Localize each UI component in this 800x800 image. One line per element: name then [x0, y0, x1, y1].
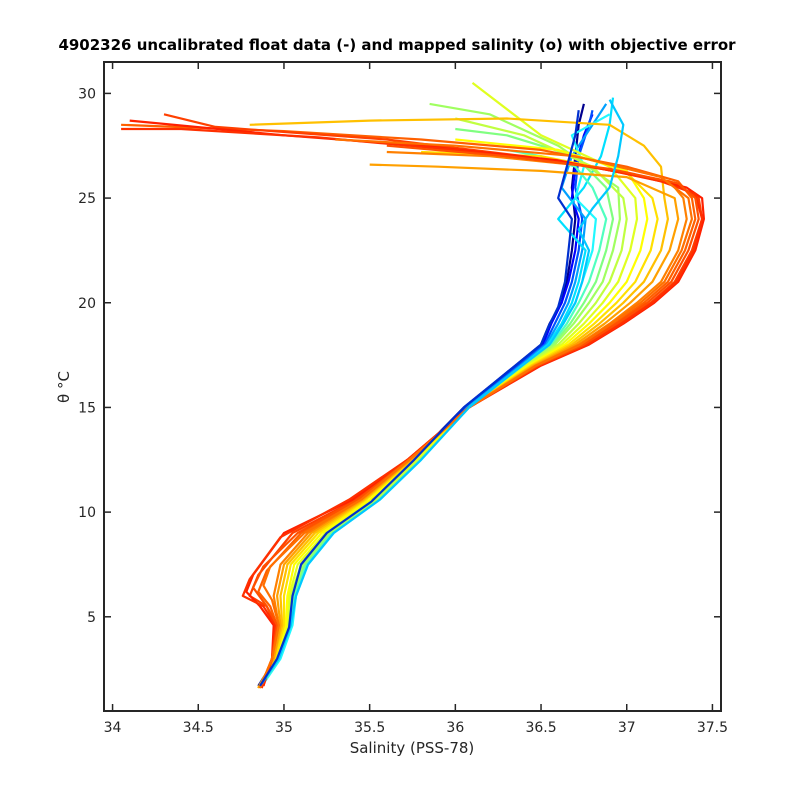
- x-tick-label: 34.5: [183, 720, 214, 736]
- series-layer: [121, 82, 706, 689]
- chart-title: 4902326 uncalibrated float data (-) and …: [58, 36, 736, 54]
- profile-line-15: [257, 163, 680, 689]
- y-tick-label: 30: [78, 86, 96, 102]
- plot-frame: [103, 61, 722, 712]
- y-axis-label: θ °C: [55, 371, 73, 403]
- x-tick-label: 35.5: [354, 720, 385, 736]
- profile-line-23: [260, 99, 625, 685]
- profile-line-12: [257, 138, 649, 689]
- profile-line-14: [249, 117, 670, 689]
- x-axis-label: Salinity (PSS-78): [350, 739, 475, 757]
- x-tick-label: 36: [446, 720, 464, 736]
- y-tick-label: 5: [87, 610, 96, 626]
- profile-line-24: [259, 110, 580, 687]
- ticks-layer: 34 34.5 35 35.5 36 36.5 37 37.5 5 10 15 20 25 30: [78, 62, 728, 736]
- x-tick-label: 37.5: [697, 720, 728, 736]
- x-tick-label: 34: [104, 720, 122, 736]
- x-tick-label: 37: [618, 720, 636, 736]
- x-tick-label: 35: [275, 720, 293, 736]
- x-tick-label: 36.5: [525, 720, 556, 736]
- profile-line-10: [259, 117, 628, 687]
- profile-line-22: [258, 138, 694, 689]
- profile-line-11: [257, 82, 639, 689]
- y-tick-label: 20: [78, 296, 96, 312]
- y-tick-label: 10: [78, 505, 96, 521]
- y-tick-label: 15: [78, 400, 96, 416]
- profile-line-13: [257, 150, 659, 689]
- y-tick-label: 25: [78, 191, 96, 207]
